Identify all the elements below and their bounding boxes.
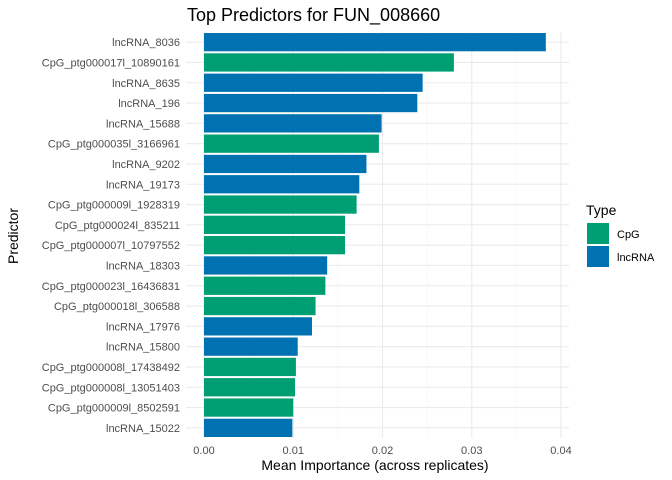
bar-lncrna-8036 xyxy=(204,33,546,52)
y-tick-label: CpG_ptg000023l_16436831 xyxy=(42,281,180,293)
y-tick-label: lncRNA_8635 xyxy=(112,78,180,90)
bar-cpg-ptg000007l-10797552 xyxy=(204,236,346,255)
y-axis-title: Predictor xyxy=(5,208,21,264)
bar-lncrna-17976 xyxy=(204,317,312,336)
y-tick-label: lncRNA_15688 xyxy=(106,118,180,130)
y-tick-label: CpG_ptg000007l_10797552 xyxy=(42,240,180,252)
y-tick-label: lncRNA_17976 xyxy=(106,321,180,333)
bar-cpg-ptg000017l-10890161 xyxy=(204,53,454,72)
bar-cpg-ptg000018l-306588 xyxy=(204,296,316,316)
y-tick-label: CpG_ptg000017l_10890161 xyxy=(42,57,180,69)
bar-cpg-ptg000035l-3166961 xyxy=(204,134,379,153)
bar-lncrna-15800 xyxy=(204,337,298,356)
x-tick-label: 0.03 xyxy=(461,445,482,457)
y-tick-label: lncRNA_15022 xyxy=(106,423,180,435)
chart-title: Top Predictors for FUN_008660 xyxy=(187,5,440,26)
y-tick-label: CpG_ptg000018l_306588 xyxy=(54,301,180,313)
bar-cpg-ptg000008l-13051403 xyxy=(204,378,296,397)
legend-title: Type xyxy=(586,202,617,218)
x-tick-label: 0.01 xyxy=(283,445,304,457)
legend-key-cpg xyxy=(587,223,609,244)
bar-lncrna-18303 xyxy=(204,256,328,275)
bar-lncrna-9202 xyxy=(204,154,367,174)
bar-cpg-ptg000009l-8502591 xyxy=(204,398,294,417)
legend-label: CpG xyxy=(617,229,640,241)
x-tick-label: 0.04 xyxy=(550,445,571,457)
y-tick-label: CpG_ptg000024l_835211 xyxy=(55,220,180,232)
y-tick-label: lncRNA_8036 xyxy=(112,37,180,49)
bar-cpg-ptg000009l-1928319 xyxy=(204,195,357,214)
y-tick-label: lncRNA_15800 xyxy=(106,342,180,354)
bar-cpg-ptg000023l-16436831 xyxy=(204,276,326,295)
y-tick-label: CpG_ptg000035l_3166961 xyxy=(48,139,180,151)
bar-cpg-ptg000008l-17438492 xyxy=(204,357,296,377)
legend-label: lncRNA xyxy=(617,252,655,264)
bar-cpg-ptg000024l-835211 xyxy=(204,215,346,234)
y-tick-label: CpG_ptg000008l_13051403 xyxy=(42,382,180,394)
bar-lncrna-15688 xyxy=(204,114,382,133)
bars xyxy=(204,33,546,437)
x-tick-label: 0.00 xyxy=(193,445,214,457)
x-tick-label: 0.02 xyxy=(372,445,393,457)
y-tick-label: lncRNA_9202 xyxy=(112,159,180,171)
y-tick-label: CpG_ptg000009l_8502591 xyxy=(48,403,180,415)
legend: Type CpG lncRNA xyxy=(586,202,655,267)
y-tick-labels: lncRNA_8036 CpG_ptg000017l_10890161 lncRNA… xyxy=(42,37,180,435)
grid xyxy=(186,32,569,438)
legend-key-lncrna xyxy=(587,246,609,267)
bar-lncrna-8635 xyxy=(204,73,423,92)
bar-lncrna-19173 xyxy=(204,175,360,194)
y-tick-label: lncRNA_18303 xyxy=(106,260,180,272)
x-tick-labels: 0.00 0.01 0.02 0.03 0.04 xyxy=(193,445,571,457)
y-tick-label: lncRNA_196 xyxy=(118,98,180,110)
y-tick-label: CpG_ptg000008l_17438492 xyxy=(42,362,180,374)
bar-lncrna-15022 xyxy=(204,418,293,437)
bar-lncrna-196 xyxy=(204,93,418,113)
y-tick-label: lncRNA_19173 xyxy=(106,179,180,191)
y-tick-label: CpG_ptg000009l_1928319 xyxy=(48,200,180,212)
x-axis-title: Mean Importance (across replicates) xyxy=(261,457,488,473)
